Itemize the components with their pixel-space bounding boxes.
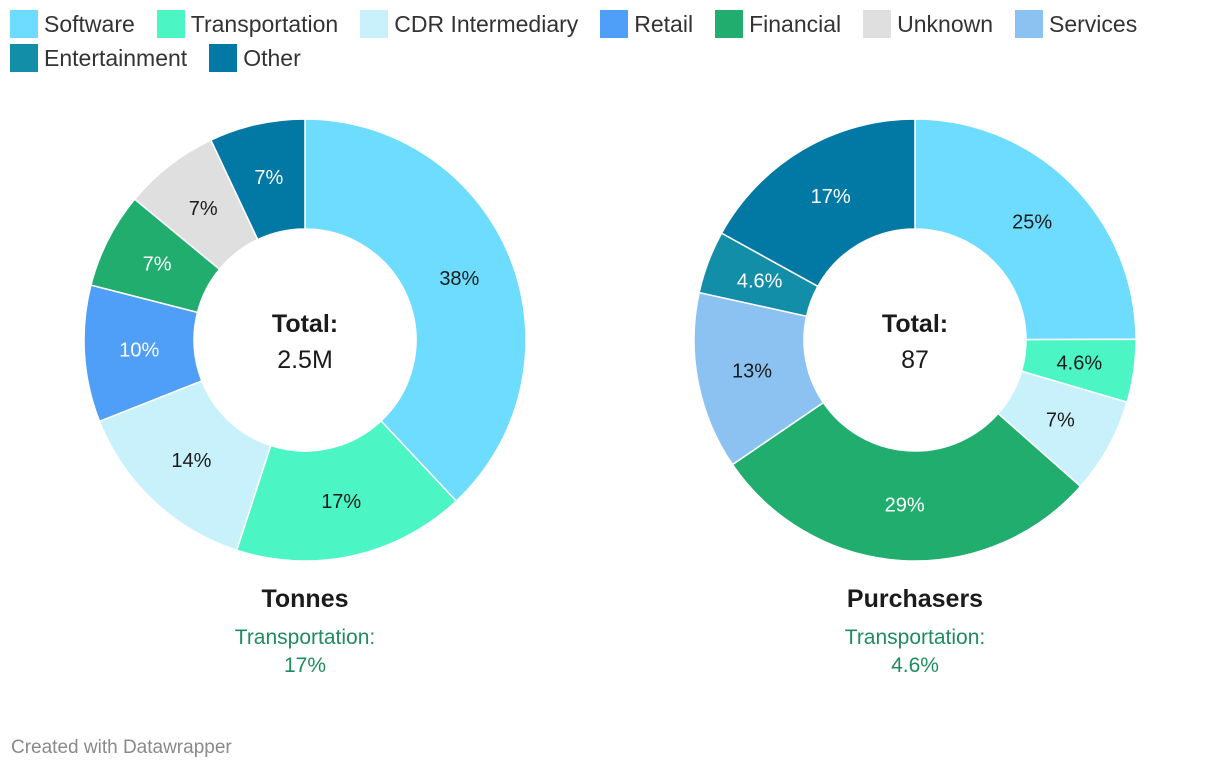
- slice-transportation[interactable]: [235, 419, 458, 562]
- footer-credit: Created with Datawrapper: [11, 737, 232, 758]
- legend-swatch: [863, 10, 892, 38]
- slice-label-cdr-intermediary: 14%: [171, 450, 211, 472]
- legend-swatch: [10, 44, 38, 72]
- legend-item-software: Software: [10, 10, 135, 38]
- legend-swatch: [600, 10, 629, 38]
- legend-swatch: [715, 10, 744, 38]
- legend-swatch: [209, 44, 238, 72]
- legend-label: CDR Intermediary: [394, 10, 579, 37]
- slice-other[interactable]: [209, 118, 306, 241]
- legend-swatch: [360, 10, 389, 38]
- legend-item-transportation: Transportation: [156, 10, 339, 38]
- highlight-label: Transportation:: [844, 626, 986, 649]
- legend-label: Transportation: [190, 10, 339, 37]
- legend-item-cdr-intermediary: CDR Intermediary: [360, 10, 578, 38]
- slice-label-unknown: 7%: [189, 198, 218, 220]
- slice-financial[interactable]: [731, 401, 1082, 562]
- legend-label: Unknown: [897, 10, 994, 37]
- chart-title-tonnes: Tonnes: [261, 585, 349, 613]
- legend-label: Software: [44, 10, 135, 37]
- donut-chart-purchasers: 25% 4.6% 7% 29% 13% 4.6% 17% Total: 87: [693, 118, 1137, 562]
- chart-highlight-tonnes: Transportation: 17%: [105, 624, 505, 680]
- legend-item-other: Other: [209, 44, 301, 72]
- legend-label: Retail: [634, 10, 694, 37]
- legend-item-services: Services: [1015, 10, 1137, 38]
- center-total-value: 87: [901, 346, 929, 374]
- slice-label-financial: 7%: [143, 254, 172, 276]
- slice-label-cdr-intermediary: 7%: [1046, 409, 1075, 431]
- highlight-value: 4.6%: [891, 654, 939, 677]
- center-total-label: Total:: [272, 310, 338, 338]
- donut-chart-tonnes: 38% 17% 14% 10% 7% 7% 7% Total: 2.5M: [83, 118, 527, 562]
- legend-label: Financial: [749, 10, 842, 37]
- slice-label-entertainment: 4.6%: [737, 270, 783, 292]
- legend-item-entertainment: Entertainment: [10, 44, 187, 72]
- legend-swatch: [1015, 10, 1044, 38]
- slice-label-retail: 10%: [119, 339, 159, 361]
- legend-item-financial: Financial: [715, 10, 841, 38]
- legend-item-unknown: Unknown: [863, 10, 993, 38]
- slice-software[interactable]: [914, 118, 1137, 341]
- slice-label-software: 38%: [439, 268, 479, 290]
- slice-label-other: 7%: [254, 167, 283, 189]
- center-total-label: Total:: [882, 310, 948, 338]
- legend-label: Entertainment: [44, 44, 188, 71]
- legend: Software Transportation CDR Intermediary…: [10, 10, 1210, 72]
- slice-other[interactable]: [720, 118, 916, 288]
- slice-label-other: 17%: [811, 186, 851, 208]
- legend-item-retail: Retail: [600, 10, 693, 38]
- center-total-value: 2.5M: [277, 346, 333, 374]
- slice-label-transportation: 4.6%: [1057, 352, 1103, 374]
- legend-label: Other: [243, 44, 301, 71]
- slice-label-financial: 29%: [885, 495, 925, 517]
- slice-label-software: 25%: [1012, 211, 1052, 233]
- chart-title-purchasers: Purchasers: [846, 585, 984, 613]
- highlight-label: Transportation:: [234, 626, 376, 649]
- slice-software[interactable]: [304, 118, 527, 503]
- legend-label: Services: [1049, 10, 1138, 37]
- highlight-value: 17%: [283, 654, 327, 677]
- slice-label-transportation: 17%: [321, 491, 361, 513]
- slice-label-services: 13%: [732, 361, 772, 383]
- chart-highlight-purchasers: Transportation: 4.6%: [715, 624, 1115, 680]
- legend-swatch: [10, 10, 38, 38]
- legend-swatch: [156, 10, 185, 38]
